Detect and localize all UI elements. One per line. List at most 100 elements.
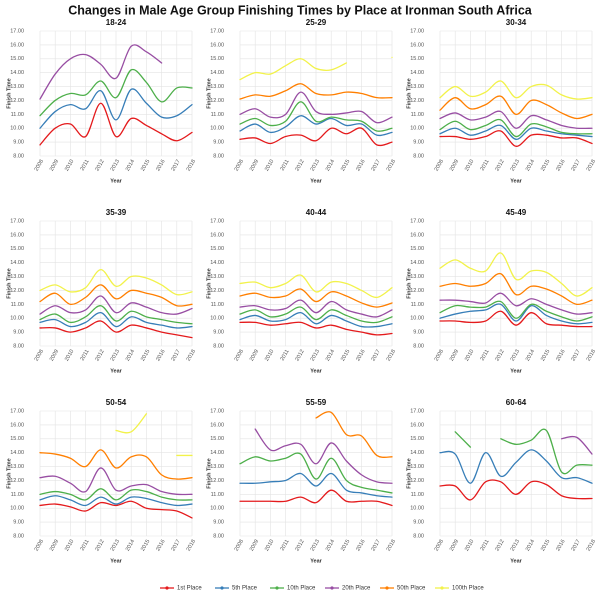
legend-label: 50th Place (397, 586, 426, 592)
x-tick-label: 2008 (234, 539, 245, 553)
y-tick-label: 17.00 (10, 408, 24, 414)
y-axis-label: Finish Time (206, 78, 212, 108)
x-tick-label: 2008 (434, 349, 445, 363)
series-line (39, 102, 193, 146)
legend-label: 5th Place (232, 586, 258, 592)
x-axis-label: Year (110, 178, 122, 184)
x-tick-label: 2013 (310, 159, 321, 173)
x-tick-label: 2014 (525, 349, 536, 363)
x-tick-label: 2017 (570, 349, 581, 363)
x-tick-label: 2014 (325, 159, 336, 173)
x-axis-label: Year (110, 368, 122, 374)
series-line (39, 284, 193, 307)
x-tick-label: 2016 (155, 159, 166, 173)
y-tick-label: 10.00 (10, 316, 24, 322)
x-tick-label: 2016 (355, 539, 366, 553)
y-tick-label: 14.00 (410, 70, 424, 76)
y-tick-label: 15.00 (210, 246, 224, 252)
y-tick-label: 17.00 (10, 28, 24, 34)
x-tick-label: 2014 (525, 159, 536, 173)
x-tick-label: 2010 (64, 159, 75, 173)
y-tick-label: 11.00 (211, 112, 224, 118)
x-tick-label: 2009 (249, 539, 260, 553)
series-line (39, 488, 193, 501)
y-tick-label: 8.00 (413, 153, 424, 159)
y-tick-label: 16.00 (210, 232, 224, 238)
x-tick-label: 2012 (294, 159, 305, 173)
x-tick-label: 2012 (294, 539, 305, 553)
y-tick-label: 10.00 (10, 506, 24, 512)
y-axis-label: Finish Time (406, 78, 412, 108)
x-tick-label: 2009 (249, 159, 260, 173)
x-tick-label: 2011 (79, 349, 90, 362)
x-tick-label: 2010 (64, 539, 75, 553)
y-tick-label: 15.00 (10, 246, 24, 252)
y-tick-label: 14.00 (10, 260, 24, 266)
x-tick-label: 2013 (510, 349, 521, 363)
y-tick-label: 14.00 (410, 450, 424, 456)
x-tick-label: 2011 (79, 159, 90, 172)
x-axis-label: Year (110, 558, 122, 564)
x-tick-label: 2010 (464, 159, 475, 173)
chart-title: Changes in Male Age Group Finishing Time… (68, 3, 533, 17)
y-tick-label: 15.00 (210, 56, 224, 62)
x-tick-label: 2010 (264, 159, 275, 173)
panel-title: 40-44 (306, 208, 327, 217)
y-tick-label: 13.00 (210, 84, 224, 90)
y-axis-label: Finish Time (406, 268, 412, 298)
x-tick-label: 2008 (434, 539, 445, 553)
x-tick-label: 2010 (464, 539, 475, 553)
x-tick-label: 2010 (64, 349, 75, 363)
y-tick-label: 9.00 (13, 520, 24, 526)
y-tick-label: 10.00 (410, 126, 424, 132)
y-tick-label: 13.00 (10, 84, 24, 90)
legend-dot (275, 586, 279, 590)
y-tick-label: 14.00 (10, 450, 24, 456)
series-line (239, 56, 393, 81)
series-line (239, 101, 393, 132)
y-tick-label: 13.00 (410, 274, 424, 280)
x-tick-label: 2017 (570, 539, 581, 553)
y-tick-label: 11.00 (211, 492, 224, 498)
x-tick-label: 2018 (186, 159, 197, 173)
y-tick-label: 17.00 (210, 408, 224, 414)
y-tick-label: 10.00 (210, 506, 224, 512)
series-line (239, 83, 393, 100)
y-tick-label: 10.00 (410, 316, 424, 322)
x-tick-label: 2014 (125, 159, 136, 173)
y-tick-label: 9.00 (213, 520, 224, 526)
series-line (39, 500, 193, 519)
series-line (115, 413, 193, 457)
x-tick-label: 2009 (449, 349, 460, 363)
x-tick-label: 2008 (234, 349, 245, 363)
series-line (39, 467, 193, 496)
series-line (560, 435, 593, 455)
y-axis-label: Finish Time (6, 78, 12, 108)
y-tick-label: 11.00 (411, 112, 424, 118)
x-tick-label: 2015 (140, 159, 151, 173)
x-tick-label: 2009 (449, 159, 460, 173)
y-tick-label: 17.00 (410, 408, 424, 414)
y-tick-label: 12.00 (10, 478, 24, 484)
series-line (39, 320, 193, 339)
x-tick-label: 2008 (234, 159, 245, 173)
y-tick-label: 16.00 (10, 42, 24, 48)
series-line (39, 312, 193, 329)
y-axis-label: Finish Time (406, 458, 412, 488)
x-tick-label: 2014 (325, 349, 336, 363)
x-tick-label: 2016 (355, 349, 366, 363)
legend-label: 1st Place (177, 586, 202, 592)
series-line (439, 310, 593, 328)
x-tick-label: 2018 (186, 539, 197, 553)
panel-title: 25-29 (306, 18, 327, 27)
series-line (439, 449, 593, 484)
y-tick-label: 11.00 (11, 112, 24, 118)
y-tick-label: 17.00 (10, 218, 24, 224)
series-line (239, 489, 393, 507)
panel-title: 50-54 (106, 398, 127, 407)
x-tick-label: 2010 (264, 539, 275, 553)
series-line (239, 321, 393, 336)
x-tick-label: 2011 (479, 539, 490, 552)
y-tick-label: 8.00 (413, 343, 424, 349)
series-line (439, 272, 593, 306)
